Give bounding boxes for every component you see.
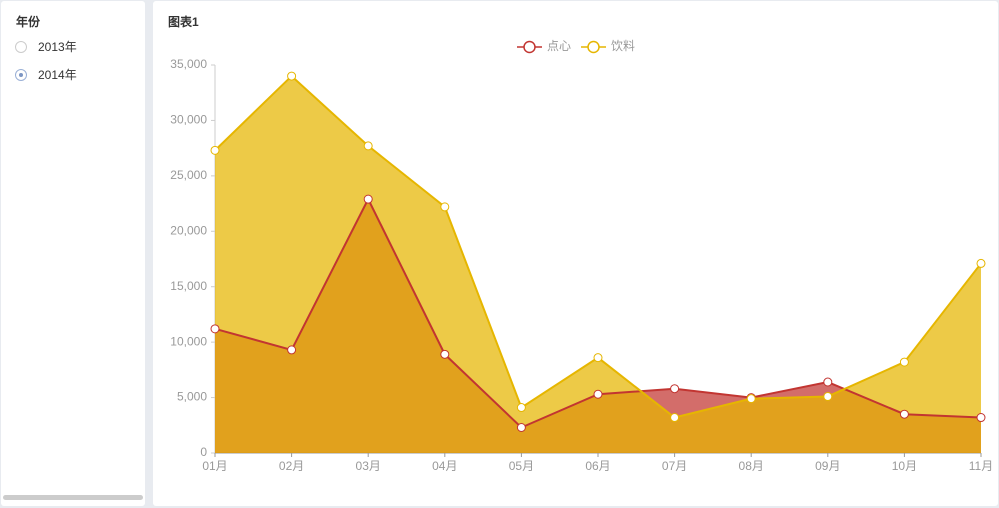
chart-title: 图表1 <box>168 15 199 29</box>
radio-option[interactable]: 2014年 <box>15 66 77 83</box>
radio[interactable] <box>15 40 27 53</box>
radio-option[interactable]: 2013年 <box>15 38 77 55</box>
radio[interactable] <box>15 68 27 81</box>
sidebar-title: 年份 <box>16 15 41 29</box>
scrollbar[interactable] <box>3 495 143 500</box>
chart-panel: 图表1 <box>153 1 998 506</box>
sidebar: 年份 2013年 2014年 <box>1 1 145 506</box>
radio-label[interactable]: 2014年 <box>38 68 77 82</box>
radio-label[interactable]: 2013年 <box>38 40 77 54</box>
